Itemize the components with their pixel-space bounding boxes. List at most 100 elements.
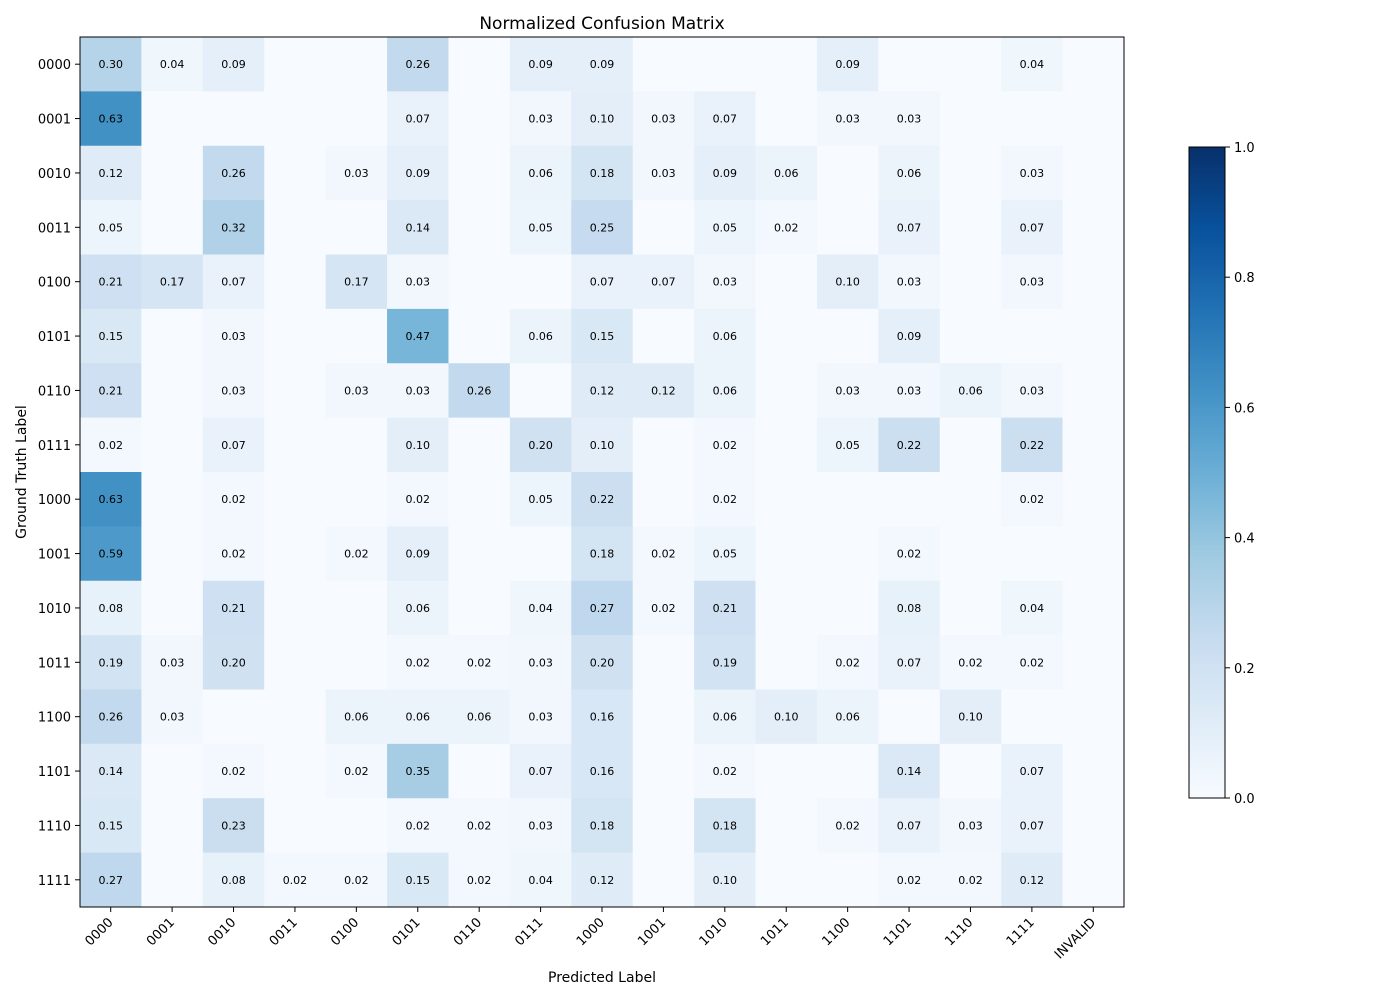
heatmap-cell	[141, 689, 204, 745]
heatmap-cell	[939, 254, 1002, 310]
cell-value-label: 0.02	[344, 765, 369, 778]
cell-value-label: 0.15	[406, 874, 431, 887]
heatmap-cell	[939, 635, 1002, 691]
cell-value-label: 0.09	[406, 548, 431, 561]
cell-value-label: 0.02	[406, 656, 431, 669]
cell-value-label: 0.32	[221, 221, 246, 234]
cell-value-label: 0.21	[713, 602, 738, 615]
cell-value-label: 0.12	[1020, 874, 1045, 887]
heatmap-cell	[264, 200, 327, 256]
cell-value-label: 0.08	[897, 602, 922, 615]
heatmap-cell	[202, 526, 265, 582]
cell-value-label: 0.06	[528, 330, 553, 343]
heatmap-cell	[939, 743, 1002, 799]
y-axis-label: Ground Truth Label	[14, 405, 30, 539]
heatmap-cell	[816, 580, 879, 636]
heatmap-cell	[755, 689, 818, 745]
heatmap-cell	[325, 526, 388, 582]
heatmap-cell	[202, 145, 265, 201]
heatmap-cell	[632, 526, 695, 582]
heatmap-cell	[694, 689, 757, 745]
heatmap-cell	[387, 635, 449, 691]
heatmap-cell	[448, 472, 511, 527]
heatmap-cell	[448, 145, 511, 201]
heatmap-cell	[509, 417, 572, 473]
heatmap-cell	[325, 798, 388, 854]
heatmap-cell	[878, 743, 941, 799]
cell-value-label: 0.07	[406, 113, 431, 126]
cell-value-label: 0.03	[406, 384, 431, 397]
cell-value-label: 0.47	[406, 330, 431, 343]
cell-value-label: 0.06	[958, 384, 983, 397]
cell-value-label: 0.07	[590, 276, 615, 289]
cell-value-label: 0.21	[98, 384, 123, 397]
cell-value-label: 0.06	[406, 602, 431, 615]
y-tick-label: 0101	[38, 330, 71, 345]
cell-value-label: 0.07	[651, 276, 676, 289]
cell-value-label: 0.03	[1020, 167, 1045, 180]
cell-value-label: 0.07	[897, 221, 922, 234]
cell-value-label: 0.15	[98, 330, 123, 343]
heatmap-cell	[80, 580, 142, 636]
heatmap-cell	[571, 472, 634, 527]
heatmap-cell	[755, 254, 818, 310]
heatmap-cell	[1062, 689, 1125, 745]
heatmap-cell	[1001, 798, 1064, 854]
cell-value-label: 0.18	[590, 548, 615, 561]
x-axis-label: Predicted Label	[548, 970, 656, 986]
heatmap-cell	[694, 526, 757, 582]
heatmap-cell	[694, 37, 757, 92]
cell-value-label: 0.02	[835, 819, 860, 832]
cell-value-label: 0.05	[528, 221, 553, 234]
heatmap-cell	[755, 145, 818, 201]
y-tick-label: 0110	[38, 384, 71, 399]
heatmap-cell	[141, 37, 204, 92]
heatmap-cell	[264, 689, 327, 745]
heatmap-cell	[202, 200, 265, 256]
heatmap-cell	[141, 743, 204, 799]
cell-value-label: 0.02	[344, 548, 369, 561]
heatmap-cell	[80, 526, 142, 582]
cell-value-label: 0.18	[590, 819, 615, 832]
heatmap-cell	[80, 635, 142, 691]
y-tick-label: 1001	[38, 548, 71, 563]
cell-value-label: 0.18	[713, 819, 738, 832]
cell-value-label: 0.20	[590, 656, 615, 669]
cell-value-label: 0.23	[221, 819, 246, 832]
heatmap-cell	[202, 798, 265, 854]
heatmap-cell	[509, 689, 572, 745]
heatmap-cell	[509, 472, 572, 527]
heatmap-cell	[571, 37, 634, 92]
heatmap-cell	[202, 472, 265, 527]
heatmap-cell	[694, 145, 757, 201]
heatmap-cell	[202, 743, 265, 799]
heatmap-cell	[264, 526, 327, 582]
heatmap-cell	[939, 689, 1002, 745]
heatmap-cell	[264, 145, 327, 201]
heatmap-cell	[878, 798, 941, 854]
heatmap-cell	[1001, 363, 1064, 419]
cell-value-label: 0.26	[98, 711, 123, 724]
heatmap-cell	[939, 526, 1002, 582]
cell-value-label: 0.02	[467, 874, 492, 887]
cell-value-label: 0.03	[651, 167, 676, 180]
cell-value-label: 0.63	[98, 113, 123, 126]
cell-value-label: 0.06	[406, 711, 431, 724]
cell-value-label: 0.21	[98, 276, 123, 289]
cell-value-label: 0.09	[590, 58, 615, 71]
cell-value-label: 0.03	[160, 656, 185, 669]
colorbar-tick-label: 0.0	[1234, 792, 1255, 807]
heatmap-cell	[755, 91, 818, 147]
heatmap-cell	[632, 37, 695, 92]
cell-value-label: 0.14	[897, 765, 922, 778]
cell-value-label: 0.02	[958, 656, 983, 669]
heatmap-cell	[1062, 37, 1125, 92]
cell-value-label: 0.03	[528, 819, 553, 832]
cell-value-label: 0.19	[98, 656, 123, 669]
heatmap-cell	[80, 743, 142, 799]
cell-value-label: 0.09	[221, 58, 246, 71]
heatmap-cell	[755, 580, 818, 636]
cell-value-label: 0.04	[1020, 58, 1045, 71]
heatmap-cell	[694, 254, 757, 310]
heatmap-cell	[325, 200, 388, 256]
